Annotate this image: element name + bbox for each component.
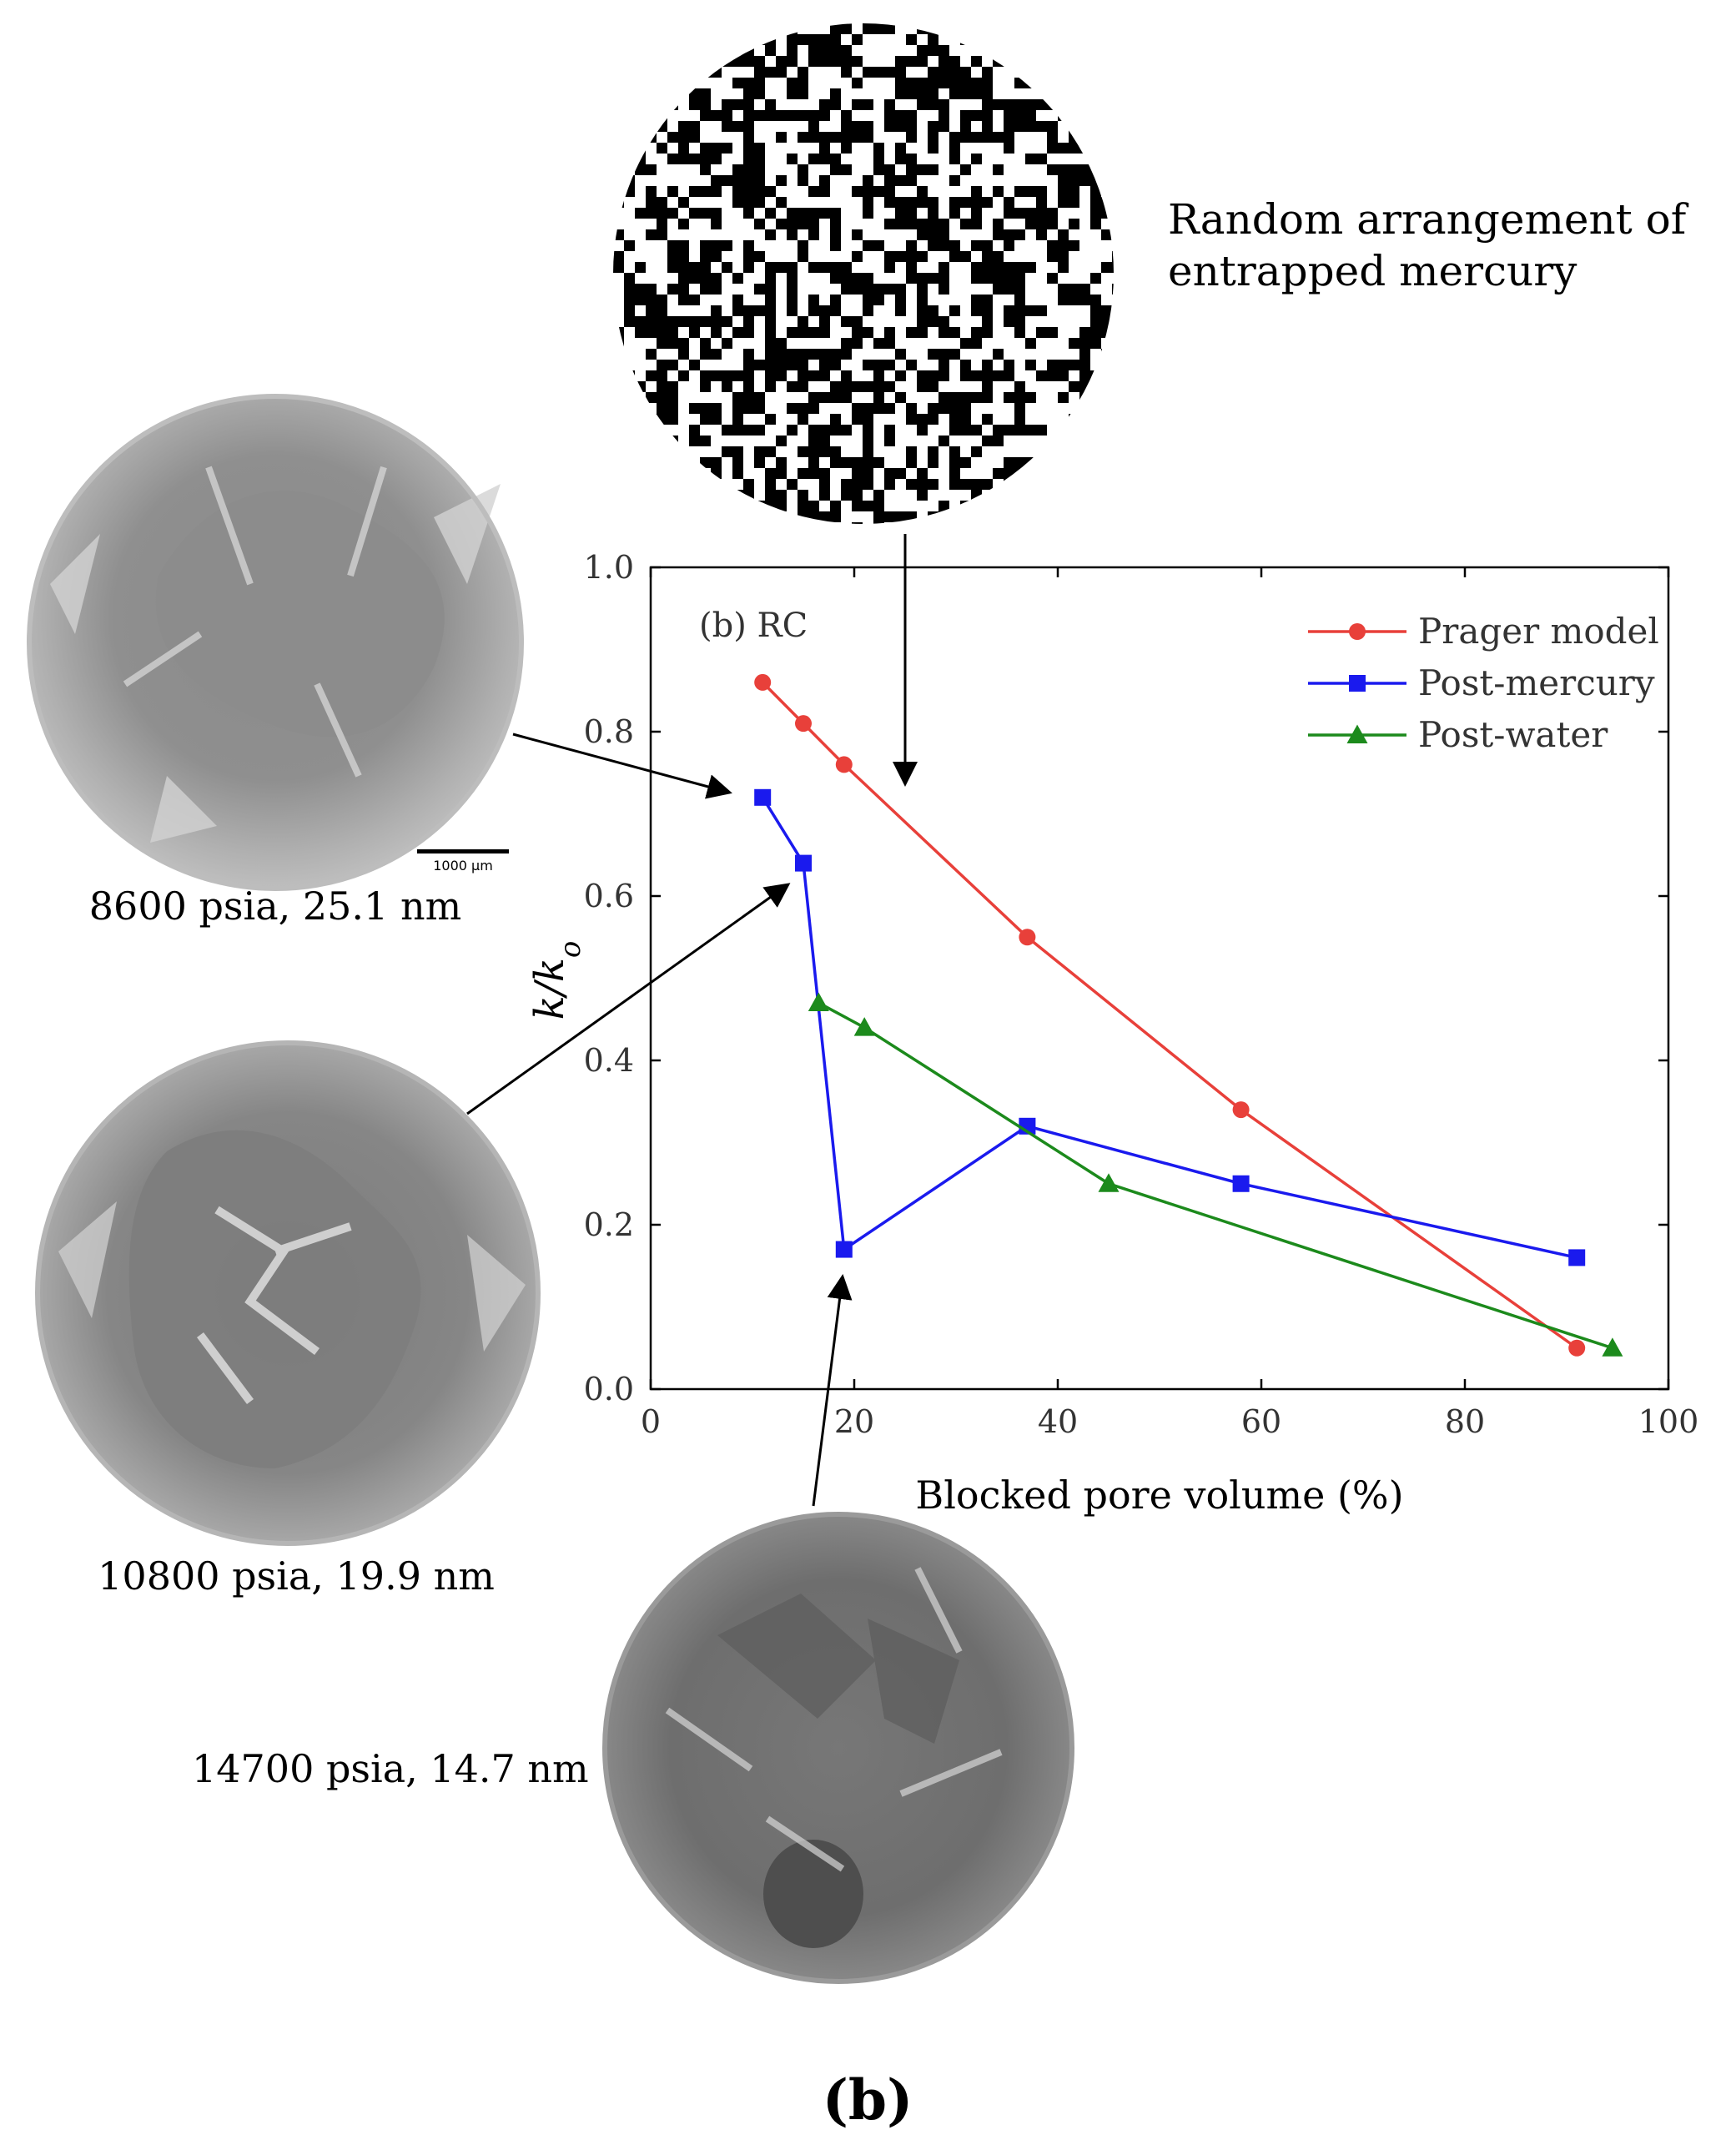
ct-scan-image-14700psia [602, 1512, 1074, 1984]
x-tick-label: 40 [1038, 1403, 1078, 1440]
y-tick-label: 0.8 [584, 713, 634, 750]
x-tick-label: 60 [1241, 1403, 1281, 1440]
arrow-scan3-to-point [812, 1274, 853, 1507]
series-layer [754, 673, 1623, 1357]
scan-1-caption: 8600 psia, 25.1 nm [89, 884, 461, 929]
random-arrangement-caption: Random arrangement of entrapped mercury [1168, 195, 1699, 295]
data-point-post-mercury [1232, 1175, 1250, 1192]
data-point-prager-model [1568, 1339, 1586, 1357]
legend-marker-prager-model [1349, 623, 1366, 640]
ct-scan-image-10800psia [35, 1040, 541, 1546]
y-axis-label: k/ko [526, 941, 587, 1020]
scale-bar-label: 1000 µm [433, 858, 493, 874]
data-point-prager-model [754, 673, 772, 691]
arrow-scan1-to-point [512, 733, 732, 799]
data-point-post-water [1602, 1337, 1623, 1357]
axis-ticks: 0 20 40 60 80 100 0.0 0.2 0.4 0.6 0.8 1.0 [584, 549, 1699, 1440]
x-tick-label: 100 [1638, 1403, 1699, 1440]
y-tick-label: 0.6 [584, 878, 634, 914]
data-point-post-mercury [754, 788, 772, 806]
random-mercury-pattern-image [613, 23, 1114, 524]
data-point-post-mercury [1568, 1249, 1586, 1266]
x-tick-label: 20 [834, 1403, 874, 1440]
data-point-prager-model [835, 756, 853, 773]
x-tick-label: 80 [1445, 1403, 1485, 1440]
permeability-chart: 0 20 40 60 80 100 0.0 0.2 0.4 0.6 0.8 1.0 (b) RC Bl… [526, 549, 1698, 1518]
data-point-post-mercury [795, 854, 812, 872]
data-point-post-water [808, 992, 829, 1012]
data-point-prager-model [1019, 929, 1036, 946]
legend-marker-post-water [1346, 724, 1368, 743]
data-point-post-water [1098, 1173, 1120, 1192]
legend-marker-post-mercury [1349, 675, 1366, 692]
y-tick-label: 0.4 [584, 1042, 634, 1079]
panel-label: (b) RC [699, 607, 808, 645]
legend-label-prager-model: Prager model [1418, 611, 1659, 652]
data-point-prager-model [795, 715, 812, 733]
y-tick-label: 0.2 [584, 1206, 634, 1243]
legend-label-post-water: Post-water [1418, 714, 1608, 755]
data-point-post-mercury [835, 1241, 853, 1258]
ct-scan-image-8600psia: 1000 µm [27, 394, 524, 891]
legend-label-post-mercury: Post-mercury [1418, 662, 1655, 703]
data-point-post-water [853, 1017, 875, 1036]
scan-2-caption: 10800 psia, 19.9 nm [98, 1553, 495, 1599]
y-tick-label: 1.0 [584, 549, 634, 586]
data-point-prager-model [1232, 1101, 1250, 1119]
figure-label: (b) [823, 2067, 913, 2132]
x-tick-label: 0 [641, 1403, 661, 1440]
arrow-scan2-to-point [466, 883, 791, 1115]
scan-3-caption: 14700 psia, 14.7 nm [192, 1746, 589, 1791]
x-axis-label: Blocked pore volume (%) [915, 1473, 1403, 1518]
legend: Prager model Post-mercury Post-water [1308, 611, 1659, 755]
series-line-prager-model [761, 681, 1578, 1350]
y-tick-label: 0.0 [584, 1371, 634, 1407]
series-line-post-water [818, 1001, 1613, 1350]
plot-frame [649, 566, 1670, 1391]
series-line-post-mercury [761, 796, 1577, 1260]
